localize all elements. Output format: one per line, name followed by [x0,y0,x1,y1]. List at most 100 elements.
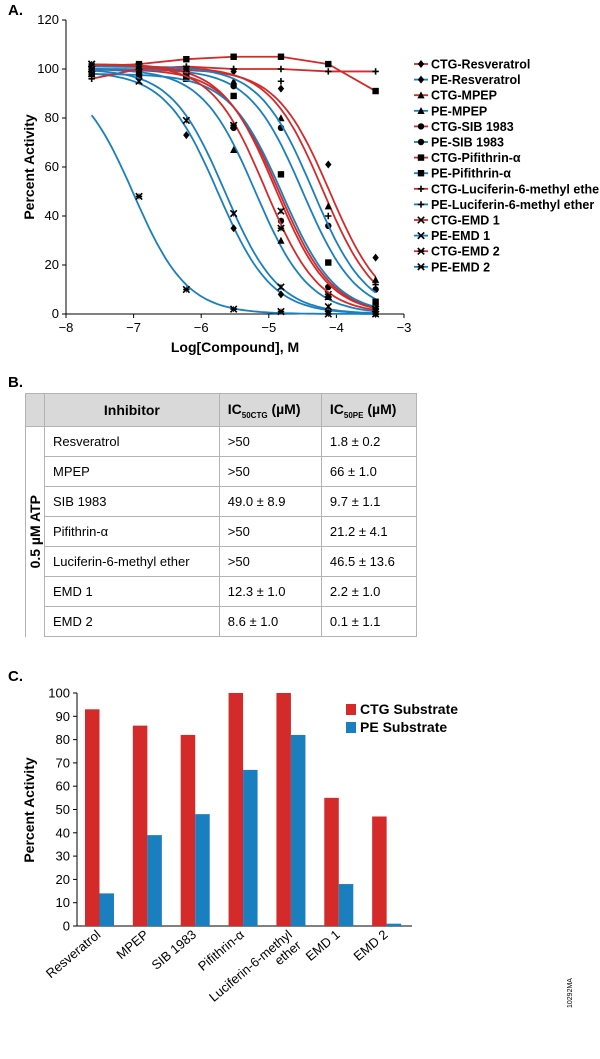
y-tick-label: 30 [56,849,70,864]
legend-entry-0: CTG-Resveratrol [414,58,530,72]
data-point [277,283,285,291]
series-line-7 [91,73,376,308]
legend-marker [417,91,425,99]
legend-entry-3: PE-MPEP [414,104,487,118]
category-label: MPEP [113,927,151,962]
legend-label: CTG-Pifithrin-α [431,151,521,165]
data-point [277,290,285,299]
ic50-ctg-cell: 8.6 ± 1.0 [218,606,322,637]
data-point [277,224,285,233]
category-label-line: EMD 1 [303,927,343,964]
legend-label: CTG-EMD 2 [431,245,500,259]
data-point [183,131,190,140]
legend-marker [417,231,425,240]
legend-marker [417,138,425,146]
header-ctg-unit: (µM) [267,400,301,417]
inhibitor-name-cell: Resveratrol [44,426,220,457]
header-pe-unit: (µM) [363,400,397,417]
data-point [182,285,191,294]
y-tick-label: 100 [48,686,70,701]
data-point [325,68,332,75]
y-tick-label: 50 [56,802,70,817]
y-tick-label: 70 [56,755,70,770]
data-point [277,65,285,73]
y-tick-label: 60 [45,159,59,174]
table-row: Luciferin-6-methyl ether >50 46.5 ± 13.6 [26,546,418,577]
data-point [135,77,143,86]
data-point [229,209,238,218]
legend-marker [417,154,425,161]
data-point [182,65,191,73]
series-line-9 [91,65,377,294]
bar-0-2 [180,734,196,926]
data-point [277,307,285,316]
data-point [325,212,332,220]
inhibitor-name-cell: Luciferin-6-methyl ether [44,546,220,577]
category-label: EMD 1 [303,927,343,964]
legend-label: CTG-EMD 1 [431,214,500,228]
legend-marker [417,201,425,208]
ic50-ctg-cell: 12.3 ± 1.0 [218,576,322,607]
ic50-ctg-cell: >50 [218,456,322,487]
header-pe-sub: 50PE [343,410,364,420]
data-point [277,236,285,244]
y-tick-label: 0 [63,919,70,934]
bar-0-5 [324,797,339,926]
y-tick-label: 90 [56,709,70,724]
data-point [372,275,380,283]
legend-entry-7: PE-Pifithrin-α [414,167,511,181]
legend-entry-4: CTG-SIB 1983 [414,120,514,134]
bar-1-0 [99,893,114,926]
series-line-4 [91,68,376,309]
series-13 [87,70,380,318]
panel-b-letter: B. [8,374,23,391]
data-point [277,114,285,122]
legend-label: PE-EMD 1 [431,229,490,243]
legend-marker [417,123,425,130]
x-tick-label: −8 [59,320,74,335]
category-label-line: SIB 1983 [149,927,200,973]
legend-entry-12: CTG-EMD 2 [414,245,500,259]
data-point [229,121,238,130]
y-tick-label: 60 [56,779,70,794]
data-point [277,78,285,85]
legend-entry-8: CTG-Luciferin-6-methyl ether [414,182,600,196]
y-tick-label: 40 [45,208,59,223]
header-ctg-main: IC [227,400,242,417]
legend-label: PE-Luciferin-6-methyl ether [431,198,594,212]
legend-swatch-0 [346,704,356,715]
category-label-line: MPEP [113,927,151,962]
table-header-inhibitor: Inhibitor [44,393,220,427]
data-point [325,60,332,68]
bar-1-5 [338,884,354,926]
bar-1-1 [147,835,162,926]
header-pe-main: IC [329,400,344,417]
legend-label: PE-Resveratrol [431,73,521,87]
x-tick-label: −7 [126,320,141,335]
bar-1-3 [243,769,258,926]
data-point [372,68,379,75]
legend-marker [417,75,425,84]
legend-label: PE-MPEP [431,104,487,118]
table-header-ic50-ctg: IC50CTG (µM) [218,393,322,427]
table-header-row: Inhibitor IC50CTG (µM) IC50PE (µM) [25,393,418,427]
table-header-ic50-pe: IC50PE (µM) [320,393,418,427]
legend-entry-11: PE-EMD 1 [414,229,490,243]
series-4 [88,65,379,309]
data-point [371,310,380,318]
data-point [324,310,333,318]
bar-0-1 [132,725,148,926]
data-point [372,253,379,262]
legend-marker [417,107,425,114]
header-inhibitor-label: Inhibitor [103,402,160,418]
y-axis-title: Percent Activity [21,114,37,220]
bar-1-6 [386,923,402,926]
ic50-pe-cell: 21.2 ± 4.1 [320,516,418,547]
y-tick-label: 0 [52,306,59,321]
ic50-pe-cell: 9.7 ± 1.1 [320,486,418,517]
series-line-5 [91,68,377,300]
legend-label: CTG-SIB 1983 [431,120,514,134]
atp-condition-label: 0.5 µM ATP [27,495,43,569]
x-axis-title: Log[Compound], M [171,339,299,355]
data-point [183,56,190,63]
